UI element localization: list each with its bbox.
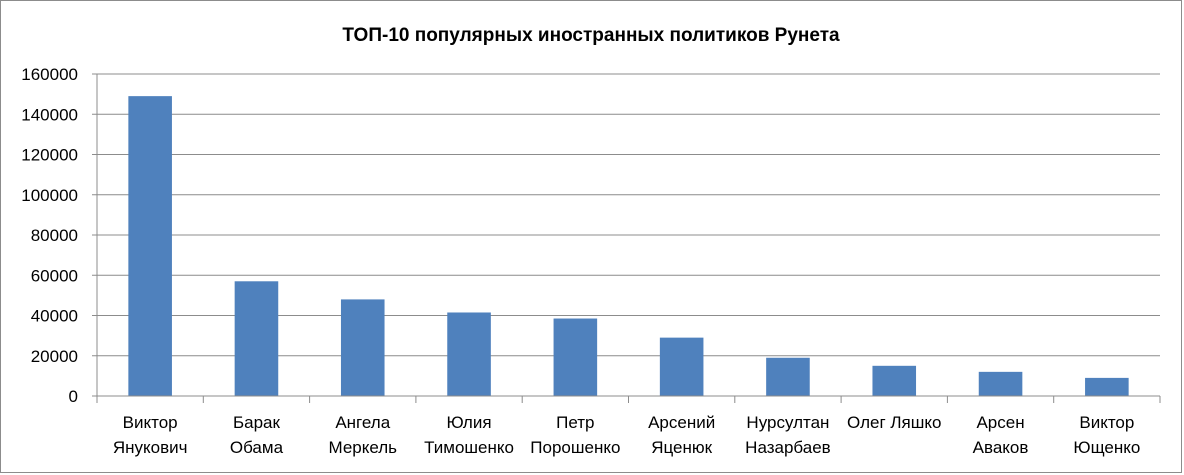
y-tick-label: 140000 xyxy=(21,105,78,124)
x-category-label: Меркель xyxy=(328,438,397,457)
bar xyxy=(340,299,385,396)
x-category-label: Ющенко xyxy=(1073,438,1140,457)
y-tick-label: 20000 xyxy=(31,347,78,366)
x-category-label: Арсений xyxy=(648,413,715,432)
x-category-label: Юлия xyxy=(447,413,492,432)
x-category-label: Назарбаев xyxy=(745,438,831,457)
y-tick-label: 0 xyxy=(69,387,78,406)
x-category-label: Олег Ляшко xyxy=(847,413,941,432)
bar xyxy=(978,371,1023,396)
x-category-label: Ангела xyxy=(335,413,390,432)
y-tick-label: 100000 xyxy=(21,186,78,205)
x-category-label: Обама xyxy=(230,438,284,457)
axes xyxy=(92,73,1161,403)
x-category-label: Барак xyxy=(233,413,281,432)
bar xyxy=(1085,377,1129,396)
bar xyxy=(872,365,917,396)
x-category-label: Арсен xyxy=(976,413,1024,432)
bar xyxy=(553,318,598,396)
y-tick-label: 120000 xyxy=(21,146,78,165)
bar xyxy=(447,312,491,396)
bar xyxy=(766,357,810,396)
bars xyxy=(128,96,1129,396)
x-category-label: Тимошенко xyxy=(424,438,514,457)
x-category-label: Яценюк xyxy=(651,438,712,457)
bar xyxy=(128,96,172,396)
x-category-label: Петр xyxy=(556,413,594,432)
y-tick-label: 80000 xyxy=(31,226,78,245)
x-category-label: Виктор xyxy=(1079,413,1134,432)
chart-title: ТОП-10 популярных иностранных политиков … xyxy=(342,25,840,46)
y-axis-tick-labels: 0 20000 40000 60000 80000 100000 120000 140000 1… xyxy=(21,65,78,406)
x-category-label: Янукович xyxy=(113,438,188,457)
x-category-label: Нурсултан xyxy=(746,413,829,432)
x-category-label: Аваков xyxy=(973,438,1029,457)
y-tick-label: 60000 xyxy=(31,266,78,285)
y-tick-label: 40000 xyxy=(31,307,78,326)
bar xyxy=(234,281,279,396)
x-category-label: Порошенко xyxy=(530,438,620,457)
y-tick-label: 160000 xyxy=(21,65,78,84)
bar xyxy=(659,337,704,396)
x-category-label: Виктор xyxy=(123,413,178,432)
x-axis-category-labels: Виктор Янукович Барак Обама Ангела Меркель Юли… xyxy=(113,413,1140,457)
